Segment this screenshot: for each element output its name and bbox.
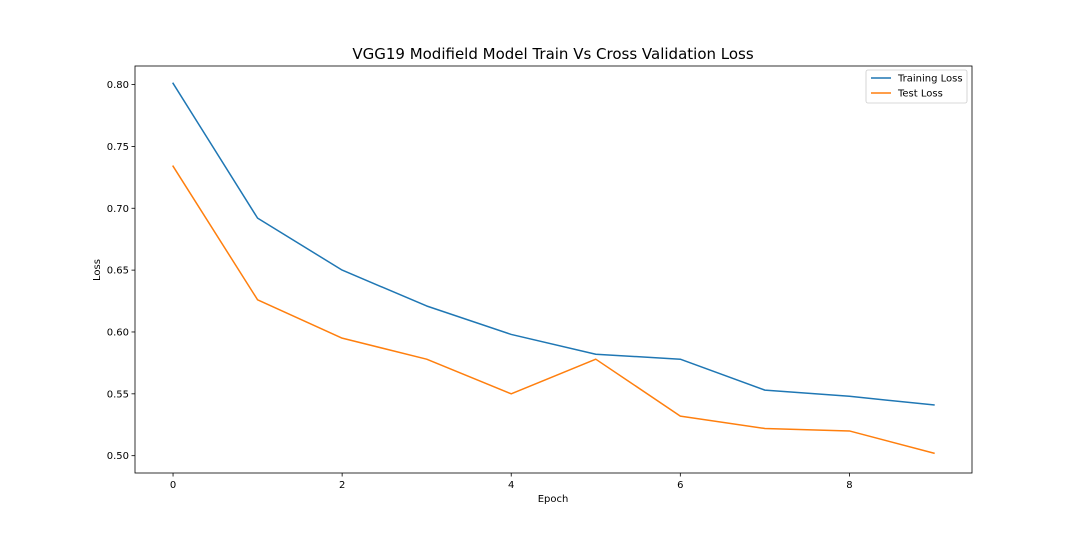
legend-label-2: Test Loss xyxy=(897,89,943,100)
y-tick-label: 0.60 xyxy=(107,327,129,338)
y-tick-label: 0.80 xyxy=(107,80,129,91)
x-axis-label: Epoch xyxy=(538,494,569,505)
y-tick-label: 0.55 xyxy=(107,389,129,400)
series-line-1 xyxy=(172,82,935,406)
x-tick-label: 6 xyxy=(677,480,683,491)
y-tick-label: 0.65 xyxy=(107,266,129,277)
legend-box xyxy=(865,69,968,104)
chart-legend: Training Loss Test Loss xyxy=(865,69,968,104)
x-tick-label: 8 xyxy=(846,480,852,491)
chart-title: VGG19 Modifield Model Train Vs Cross Val… xyxy=(352,45,754,63)
x-tick-label: 4 xyxy=(508,480,514,491)
y-tick-label: 0.70 xyxy=(107,204,129,215)
legend-label-1: Training Loss xyxy=(897,74,963,85)
series-line-2 xyxy=(172,165,935,455)
x-tick-label: 0 xyxy=(170,480,176,491)
plot-frame xyxy=(134,65,973,474)
y-tick-label: 0.50 xyxy=(107,451,129,462)
x-tick-label: 2 xyxy=(339,480,345,491)
y-tick-label: 0.75 xyxy=(107,142,129,153)
plot-area: 0 2 4 6 8 0.50 0.55 0.60 0.65 0.70 0.75 0.80 xyxy=(107,65,973,491)
y-axis-label: Loss xyxy=(92,259,103,281)
